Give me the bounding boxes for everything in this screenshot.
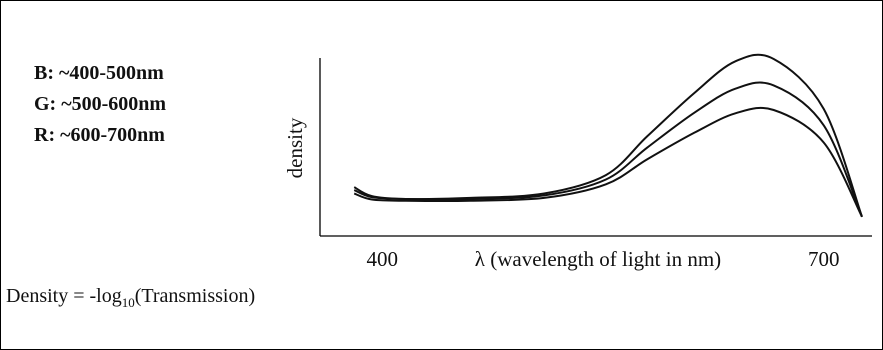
formula-subscript: 10 [121,295,135,310]
formula-suffix: (Transmission) [134,285,256,307]
x-tick-label-400: 400 [366,247,398,271]
series-lines [353,53,863,218]
density-curve-1 [353,53,863,218]
density-curve-2 [353,81,863,218]
x-axis-label: λ (wavelength of light in nm) [475,247,721,271]
legend-band-b: B: ~400-500nm [34,62,164,84]
density-formula: Density = -log10(Transmission) [6,285,255,311]
x-tick-label-700: 700 [808,247,840,271]
x-tick-labels: 400 700 [366,247,839,271]
density-curve-3 [353,106,863,218]
legend-band-g: G: ~500-600nm [34,93,167,115]
y-axis-label: density [283,117,307,178]
legend-band-r: R: ~600-700nm [34,124,165,146]
formula-prefix: Density = -log [6,285,122,307]
